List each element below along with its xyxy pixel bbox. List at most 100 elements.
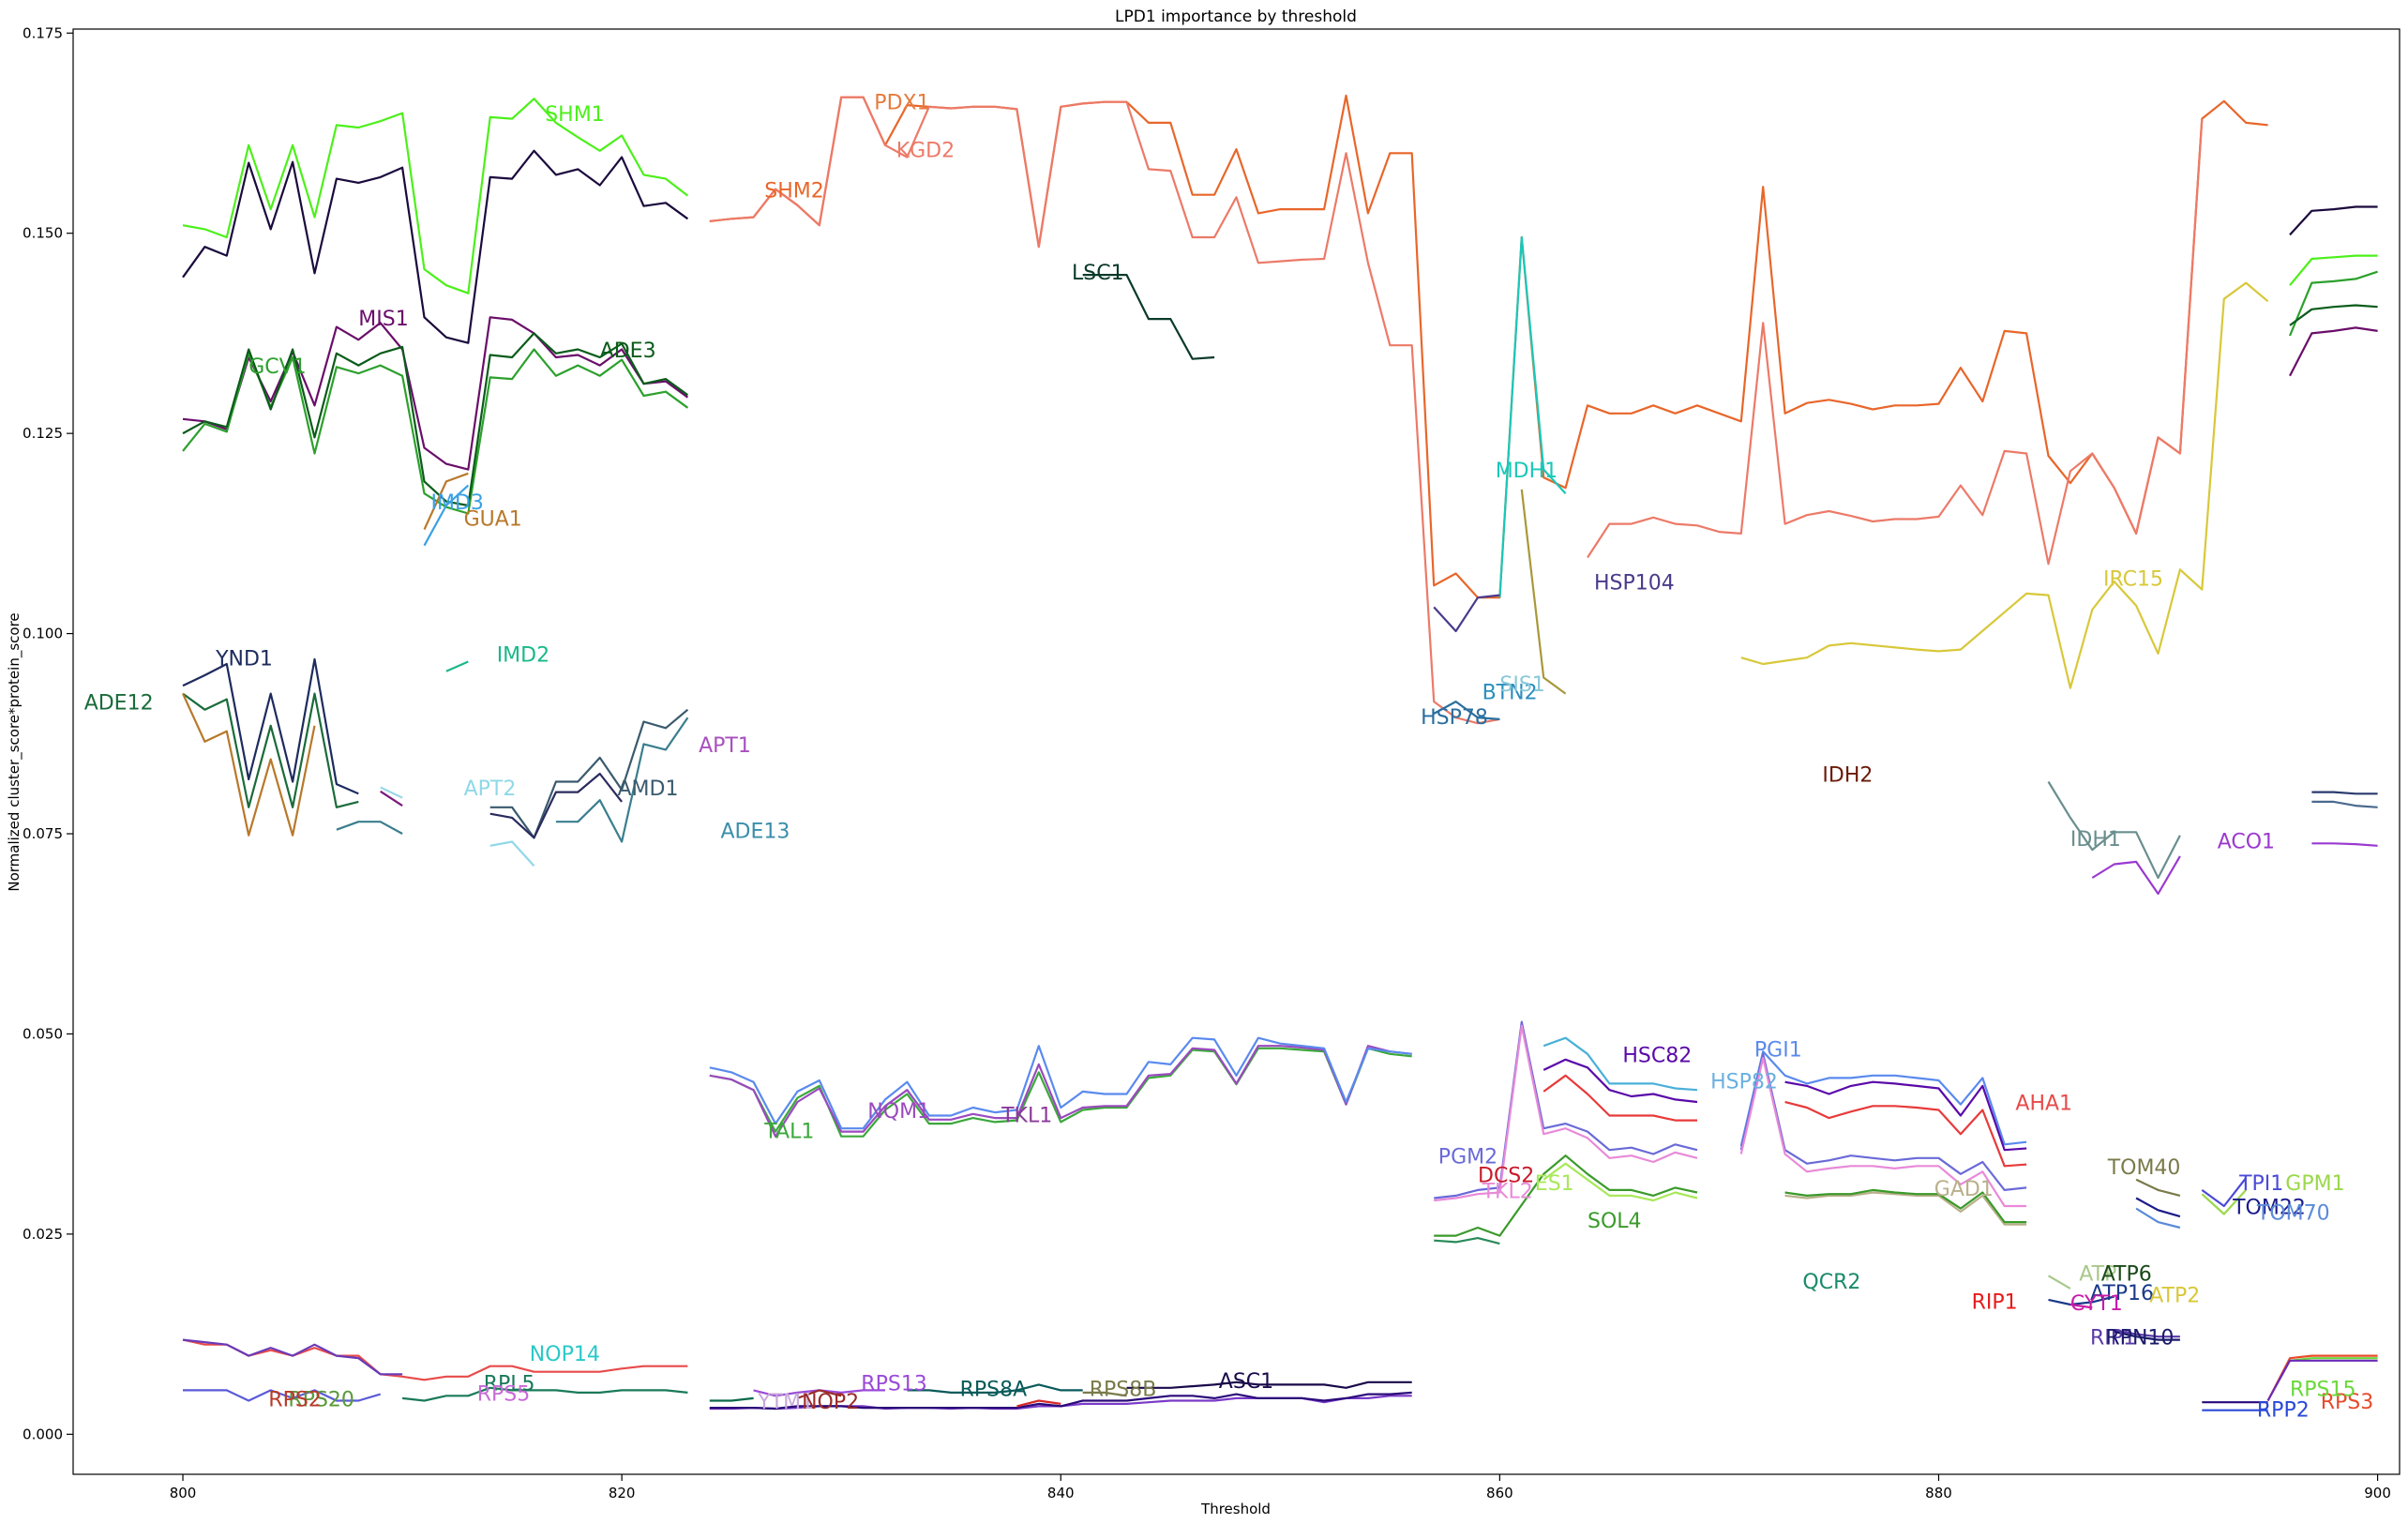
series-line-imd2 bbox=[445, 660, 469, 672]
series-label-amd1: AMD1 bbox=[618, 777, 679, 801]
series-label-rps15: RPS15 bbox=[2290, 1378, 2356, 1401]
series-line-ade3 bbox=[182, 332, 689, 507]
series-line bbox=[2311, 791, 2378, 795]
series-label-tom70: TOM70 bbox=[2256, 1202, 2330, 1226]
series-label-es1: ES1 bbox=[1535, 1172, 1574, 1196]
series-line-sol4 bbox=[1434, 1154, 1698, 1237]
series-label-tal1: TAL1 bbox=[763, 1120, 814, 1143]
x-tick-label: 860 bbox=[1486, 1485, 1513, 1501]
series-line-rip1 bbox=[2114, 1329, 2180, 1338]
series-line-tom22 bbox=[2135, 1197, 2181, 1218]
series-label-apt2: APT2 bbox=[464, 777, 517, 801]
series-label-ytm1: YTM1 bbox=[757, 1391, 814, 1414]
series-label-kgd2: KGD2 bbox=[896, 140, 955, 163]
y-tick-label: 0.125 bbox=[23, 425, 63, 442]
series-line bbox=[1543, 1074, 1697, 1122]
x-tick-label: 800 bbox=[170, 1485, 197, 1501]
series-line-cyt1 bbox=[2069, 1303, 2093, 1309]
series-label-imd3: IMD3 bbox=[431, 491, 484, 515]
series-label-sol4: SOL4 bbox=[1588, 1210, 1642, 1233]
series-label-gad1: GAD1 bbox=[1934, 1178, 1994, 1201]
series-label-gcv1: GCV1 bbox=[248, 355, 306, 379]
series-label-mdh1: MDH1 bbox=[1496, 460, 1558, 483]
series-line bbox=[2289, 304, 2378, 326]
series-label-shm2: SHM2 bbox=[764, 179, 824, 203]
series-line-aco1 bbox=[2091, 855, 2181, 896]
series-line-gad1 bbox=[1784, 1191, 2027, 1226]
series-line-hsp78 bbox=[1433, 701, 1500, 720]
series-line-es1 bbox=[1543, 1162, 1698, 1202]
series-label-gpm1: GPM1 bbox=[2285, 1172, 2344, 1196]
x-axis-label: Threshold bbox=[1200, 1501, 1271, 1517]
plot-frame bbox=[72, 28, 2400, 1475]
series-line-rpn10 bbox=[2114, 1330, 2180, 1341]
series-line-lsc1 bbox=[1082, 274, 1215, 360]
series-line-atp bbox=[2047, 1275, 2071, 1290]
series-label-rps3: RPS3 bbox=[2321, 1391, 2374, 1414]
x-axis: 800 820 840 860 880 900 bbox=[170, 1474, 2391, 1501]
y-tick-label: 0.050 bbox=[23, 1025, 63, 1042]
series-line-tom70 bbox=[2135, 1207, 2181, 1230]
series-line-rps8a bbox=[907, 1383, 1083, 1394]
series-label-ade12: ADE12 bbox=[84, 692, 154, 716]
series-line bbox=[182, 1338, 688, 1381]
series-line-pgi1 bbox=[1739, 1050, 2027, 1147]
series-line-nqm1 bbox=[709, 1045, 1412, 1138]
series-label-asc1: ASC1 bbox=[1219, 1370, 1273, 1394]
series-line bbox=[2289, 326, 2378, 377]
series-line bbox=[709, 1396, 754, 1402]
series-label-rip1: RIP1 bbox=[2090, 1327, 2136, 1350]
series-line bbox=[181, 693, 316, 837]
series-label-lsc1: LSC1 bbox=[1072, 262, 1124, 285]
series-label-aco1: ACO1 bbox=[2218, 830, 2275, 853]
series-line-gua1 bbox=[423, 472, 469, 531]
series-line-tpi1 bbox=[2201, 1177, 2248, 1208]
series-label-shm1: SHM1 bbox=[545, 103, 605, 127]
series-label-idh1: IDH1 bbox=[2070, 828, 2121, 852]
x-tick-label: 840 bbox=[1047, 1485, 1075, 1501]
series-label-hsc82: HSC82 bbox=[1622, 1044, 1692, 1067]
series-label-rpl5: RPL5 bbox=[484, 1372, 535, 1396]
series-label-rps8a: RPS8A bbox=[960, 1378, 1028, 1401]
series-line-tom40 bbox=[2135, 1178, 2181, 1197]
series-label-tkl1: TKL1 bbox=[1001, 1104, 1052, 1127]
series-line-gpm1 bbox=[2201, 1189, 2248, 1215]
series-line bbox=[2311, 800, 2378, 808]
series-label-aha1: AHA1 bbox=[2015, 1093, 2072, 1116]
series-line bbox=[1784, 1080, 2027, 1152]
series-line-irc15 bbox=[1740, 281, 2269, 689]
series-line-rps8b bbox=[1082, 1391, 1127, 1397]
series-label-tom40: TOM40 bbox=[2107, 1156, 2181, 1180]
series-line-pgm2 bbox=[1434, 1020, 1698, 1200]
series-label-rip1: RIP1 bbox=[1972, 1290, 2018, 1314]
series-label-atp: ATP bbox=[2079, 1262, 2116, 1286]
series-label-hsp104: HSP104 bbox=[1594, 572, 1675, 596]
series-label-irc15: IRC15 bbox=[2103, 567, 2163, 591]
series-label-rpp2: RPP2 bbox=[2257, 1399, 2310, 1423]
y-tick-label: 0.075 bbox=[23, 825, 63, 842]
series-line bbox=[2288, 270, 2378, 337]
y-axis: 0.000 0.025 0.050 0.075 0.100 0.125 0.150 0.175 bbox=[23, 24, 73, 1442]
series-line bbox=[182, 1338, 403, 1376]
series-label-tpi1: TPI1 bbox=[2238, 1172, 2283, 1196]
series-label-rps20: RPS20 bbox=[288, 1388, 354, 1411]
series-line-rpl5 bbox=[401, 1386, 688, 1402]
series-line bbox=[1543, 1036, 1698, 1092]
series-line-tkl2 bbox=[1434, 1024, 1698, 1202]
series-line bbox=[182, 149, 689, 344]
y-tick-label: 0.100 bbox=[23, 626, 63, 642]
series-layer bbox=[181, 94, 2378, 1411]
x-tick-label: 900 bbox=[2364, 1485, 2391, 1501]
series-line bbox=[489, 772, 623, 839]
series-line-kgd2 bbox=[709, 96, 2204, 725]
series-line-mdh1 bbox=[1498, 235, 1567, 598]
series-label-rpn10: RPN10 bbox=[2105, 1327, 2174, 1350]
series-line bbox=[336, 821, 403, 835]
series-label-btn2: BTN2 bbox=[1482, 682, 1538, 705]
series-line bbox=[1739, 1057, 2027, 1208]
series-line bbox=[555, 717, 689, 843]
